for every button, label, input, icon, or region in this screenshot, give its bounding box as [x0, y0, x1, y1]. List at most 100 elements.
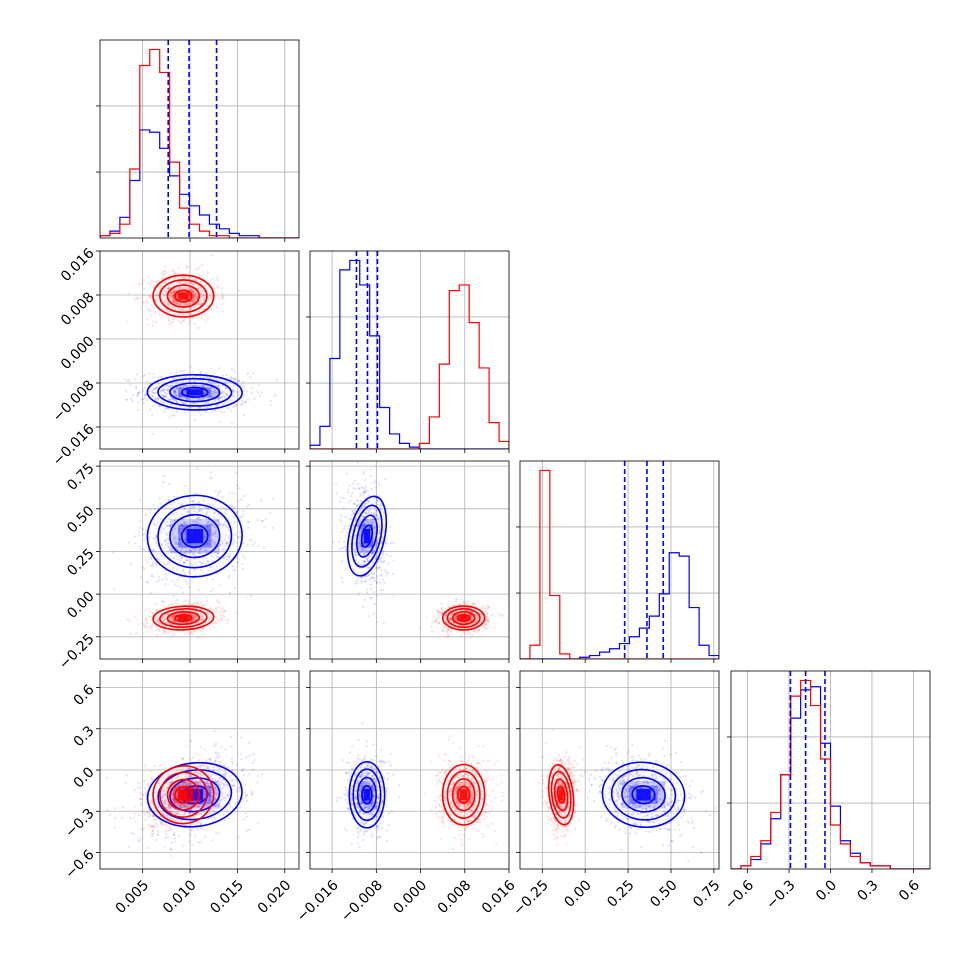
- panel-3-0: −0.6 −0.3 0.0 0.3 0.6 0.005 0.010 0.015 0.020: [62, 670, 300, 917]
- x-tick-label: 0.005: [113, 877, 153, 917]
- panel-2-1: [306, 460, 510, 663]
- contour-red: [553, 778, 569, 812]
- contour-blue: [621, 776, 666, 813]
- panel-frame: [309, 250, 510, 450]
- y-tick-label: −0.016: [50, 421, 98, 469]
- panel-1-1: [306, 250, 510, 453]
- scatter-points-red: [538, 729, 585, 846]
- panel-2-0: −0.25 0.00 0.25 0.50 0.75: [56, 460, 300, 673]
- contour-blue: [146, 373, 243, 411]
- panel-0-0: [96, 39, 300, 242]
- x-tick-label: 0.0: [813, 877, 840, 904]
- contour-blue: [146, 761, 243, 828]
- x-tick-label: 0.000: [391, 877, 431, 917]
- y-tick-label: 0.6: [71, 682, 98, 709]
- density-peak: [178, 615, 189, 621]
- y-tick-label: 0.00: [64, 588, 97, 621]
- contour-blue: [351, 504, 383, 568]
- contour-red: [152, 605, 215, 631]
- contour-red: [556, 785, 566, 804]
- contour-red: [159, 608, 208, 629]
- histogram-red: [731, 679, 930, 869]
- x-tick-label: 0.010: [160, 877, 200, 917]
- panel-2-2: [516, 460, 720, 663]
- contour-red: [159, 279, 208, 314]
- panel-3-3: −0.6 −0.3 0.0 0.3 0.6: [722, 670, 931, 913]
- contour-red: [174, 289, 193, 303]
- density-peak: [186, 389, 204, 396]
- y-tick-label: 0.000: [58, 333, 98, 373]
- contour-red: [174, 786, 193, 804]
- panel-3-2: −0.25 0.00 0.25 0.50 0.75: [510, 670, 723, 919]
- x-tick-label: 0.015: [207, 877, 247, 917]
- contour-red: [166, 611, 201, 626]
- contour-red: [166, 778, 201, 811]
- density-peak: [363, 788, 371, 801]
- panel-frame: [519, 460, 720, 660]
- contour-blue: [601, 761, 686, 829]
- contour-blue: [355, 514, 378, 558]
- x-tick-label: 0.00: [561, 877, 594, 910]
- panel-frame: [99, 39, 300, 239]
- contour-blue: [169, 777, 221, 813]
- histogram-red: [520, 469, 719, 659]
- contour-red: [446, 607, 481, 629]
- contour-blue: [169, 513, 221, 559]
- contour-blue: [631, 785, 656, 805]
- x-tick-label: 0.25: [604, 877, 637, 910]
- x-tick-label: −0.3: [763, 877, 798, 912]
- contour-blue: [361, 784, 373, 805]
- panel-frame: [730, 670, 931, 870]
- contour-red: [547, 763, 575, 826]
- density-peak: [178, 292, 189, 300]
- contour-blue: [346, 495, 388, 577]
- contour-blue: [356, 776, 378, 813]
- y-tick-label: 0.008: [58, 289, 98, 329]
- contour-red: [451, 778, 476, 812]
- y-tick-label: 0.25: [64, 546, 97, 579]
- contour-red: [446, 770, 481, 819]
- contour-red: [441, 763, 486, 826]
- x-tick-label: 0.020: [255, 877, 295, 917]
- histogram-blue: [310, 259, 509, 449]
- contour-blue: [169, 382, 221, 403]
- contour-red: [174, 613, 193, 623]
- contour-blue: [180, 386, 209, 398]
- contour-blue: [157, 503, 233, 569]
- contour-blue: [180, 524, 209, 549]
- histogram-red: [100, 48, 299, 238]
- contour-red: [457, 613, 471, 623]
- y-tick-label: −0.25: [56, 631, 98, 673]
- contour-red: [550, 770, 572, 819]
- x-tick-label: −0.25: [510, 877, 552, 919]
- panel-frame: [99, 670, 300, 870]
- x-tick-label: 0.6: [896, 877, 923, 904]
- density-peak: [459, 789, 468, 801]
- panel-frame: [309, 670, 510, 870]
- contour-blue: [360, 524, 374, 548]
- density-peak: [178, 789, 189, 801]
- contour-red: [159, 771, 208, 818]
- contour-blue: [610, 768, 677, 821]
- contour-blue: [157, 377, 233, 407]
- x-tick-label: 0.3: [855, 877, 882, 904]
- contour-red: [152, 765, 215, 825]
- y-tick-label: −0.3: [62, 806, 97, 841]
- x-tick-label: −0.008: [338, 877, 386, 925]
- y-tick-label: −0.6: [62, 847, 97, 882]
- contour-blue: [348, 760, 386, 829]
- y-tick-label: 0.75: [64, 460, 97, 493]
- contour-blue: [146, 494, 243, 578]
- panel-frame: [99, 460, 300, 660]
- x-tick-label: −0.6: [722, 877, 757, 912]
- panel-frame: [99, 250, 300, 450]
- density-peak: [186, 528, 204, 544]
- y-tick-label: 0.3: [71, 723, 98, 750]
- y-tick-label: 0.0: [71, 764, 98, 791]
- density-peak: [559, 789, 564, 801]
- x-tick-label: 0.75: [690, 877, 723, 910]
- contour-red: [152, 274, 215, 318]
- density-peak: [186, 788, 204, 801]
